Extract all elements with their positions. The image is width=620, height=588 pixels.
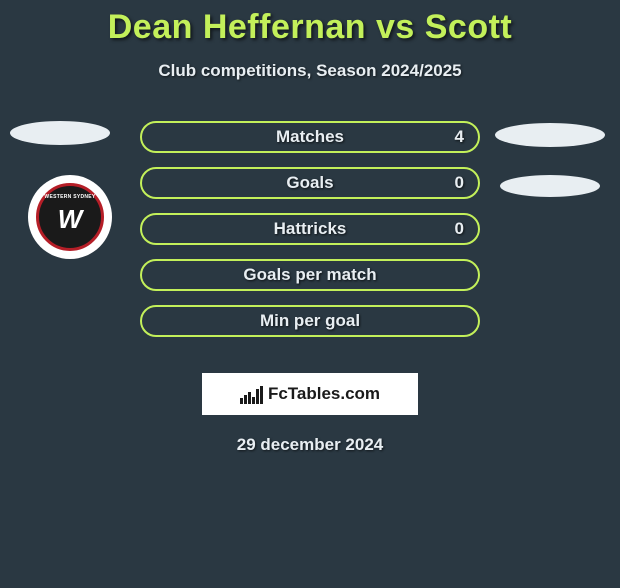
page-title: Dean Heffernan vs Scott: [0, 8, 620, 47]
footer-logo-text: FcTables.com: [268, 384, 380, 404]
stats-area: WESTERN SYDNEY W Matches 4 Goals 0 Hattr…: [0, 121, 620, 351]
placeholder-ellipse-right-top: [495, 123, 605, 147]
subtitle: Club competitions, Season 2024/2025: [0, 61, 620, 81]
club-badge: WESTERN SYDNEY W: [28, 175, 112, 259]
stat-right-value: 0: [455, 173, 464, 193]
stat-row-goals-per-match: Goals per match: [140, 259, 480, 291]
placeholder-ellipse-right-bottom: [500, 175, 600, 197]
stat-row-min-per-goal: Min per goal: [140, 305, 480, 337]
stat-label: Min per goal: [142, 311, 478, 331]
stat-row-goals: Goals 0: [140, 167, 480, 199]
stat-row-hattricks: Hattricks 0: [140, 213, 480, 245]
stat-label: Goals: [142, 173, 478, 193]
footer-logo: FcTables.com: [202, 373, 418, 415]
stat-label: Hattricks: [142, 219, 478, 239]
stat-right-value: 4: [455, 127, 464, 147]
club-badge-logo: W: [58, 204, 83, 235]
stat-label: Matches: [142, 127, 478, 147]
placeholder-ellipse-left: [10, 121, 110, 145]
club-badge-inner: WESTERN SYDNEY W: [36, 183, 104, 251]
footer-logo-bars-icon: [240, 384, 264, 404]
stat-row-matches: Matches 4: [140, 121, 480, 153]
footer-date: 29 december 2024: [0, 435, 620, 455]
stat-label: Goals per match: [142, 265, 478, 285]
stat-right-value: 0: [455, 219, 464, 239]
club-badge-text-top: WESTERN SYDNEY: [44, 194, 95, 200]
